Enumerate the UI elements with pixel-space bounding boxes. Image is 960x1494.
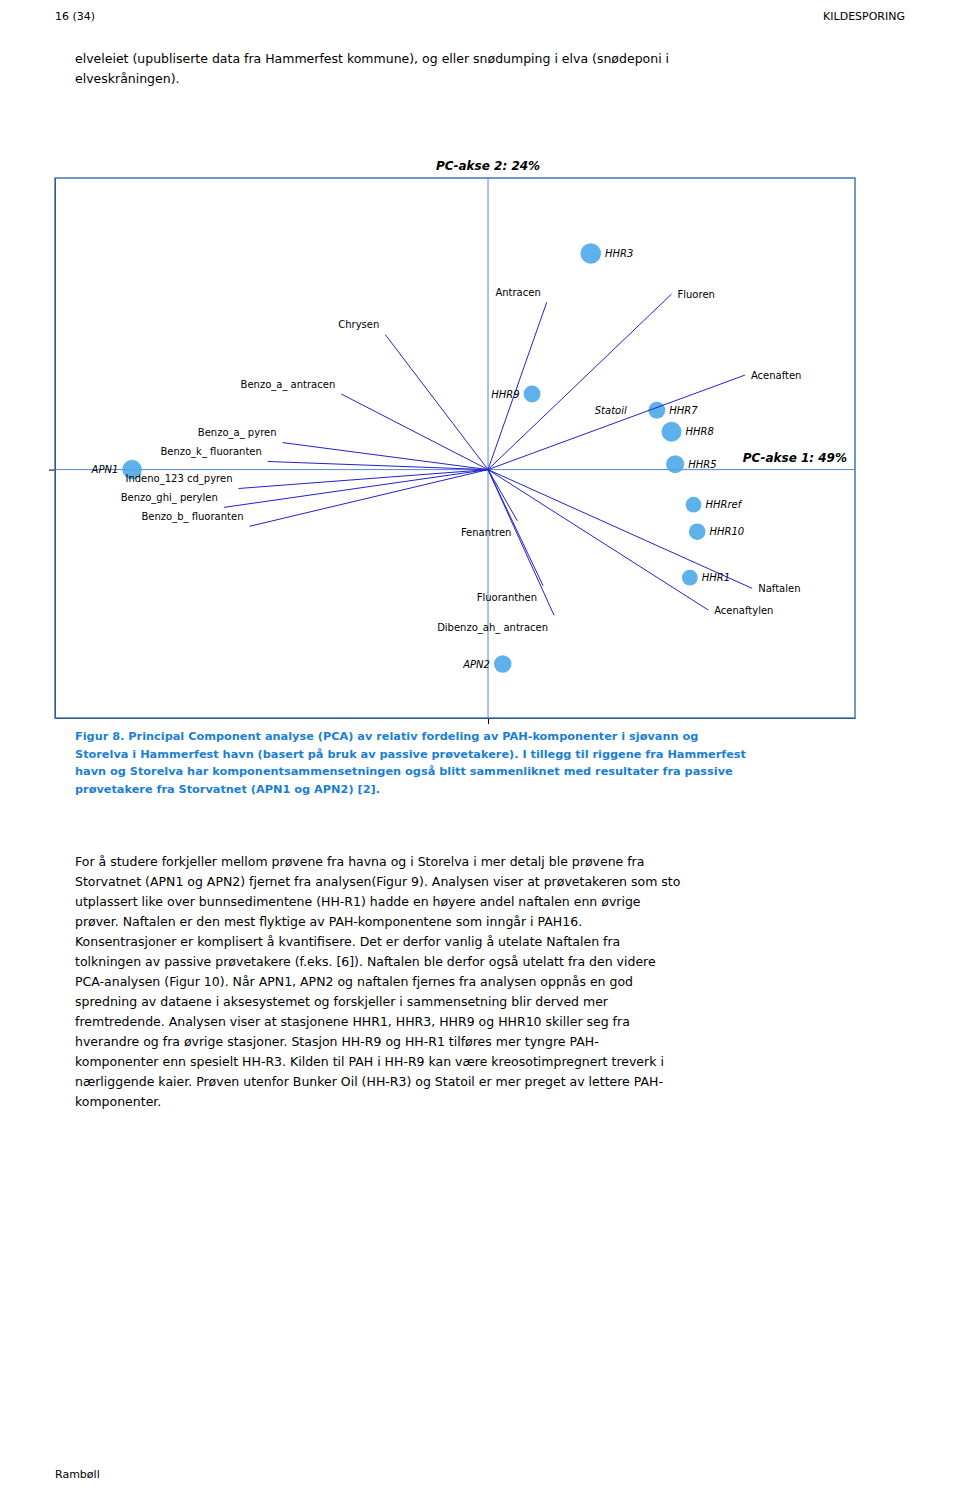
sample-label: HHR3 bbox=[605, 248, 633, 259]
loading-vector bbox=[249, 470, 488, 527]
vector-label: Antracen bbox=[495, 287, 540, 298]
page: 16 (34) KILDESPORING elveleiet (upublisert… bbox=[0, 0, 960, 1494]
loading-vector bbox=[238, 470, 488, 489]
grid-line-x bbox=[488, 178, 489, 718]
grid bbox=[55, 178, 855, 718]
loading-vector bbox=[488, 302, 547, 469]
sample-label: HHR9 bbox=[491, 389, 519, 400]
grid-line-y bbox=[55, 469, 855, 470]
vector-label: Benzo_k_ fluoranten bbox=[160, 446, 261, 458]
page-header-right: KILDESPORING bbox=[823, 10, 905, 23]
vector-label: Fenantren bbox=[461, 527, 511, 538]
vector-label: Indeno_123 cd_pyren bbox=[125, 473, 232, 485]
sample-label: HHR7 bbox=[669, 405, 698, 416]
vector-label: Acenaftylen bbox=[714, 605, 773, 616]
loading-vector bbox=[488, 470, 708, 610]
loading-vector bbox=[224, 470, 488, 508]
sample-point bbox=[682, 570, 698, 586]
vector-label: Benzo_ghi_ perylen bbox=[121, 492, 218, 504]
loading-vector bbox=[488, 470, 752, 589]
body-text: For å studere forkjeller mellom prøvene … bbox=[75, 854, 680, 1109]
intro-text: elveleiet (upubliserte data fra Hammerfe… bbox=[75, 51, 669, 85]
tick-mark bbox=[488, 718, 489, 724]
y-axis-title: PC-akse 2: 24% bbox=[436, 159, 540, 173]
sample-point bbox=[581, 243, 601, 263]
x-axis bbox=[56, 718, 856, 724]
vector-label: Acenaften bbox=[751, 370, 802, 381]
sample-label: HHR10 bbox=[710, 526, 745, 537]
sample-label: Statoil bbox=[595, 405, 627, 416]
tick bbox=[49, 470, 55, 471]
vector-label: Fluoranthen bbox=[477, 592, 537, 603]
tick-mark bbox=[49, 470, 55, 471]
sample-label: HHR8 bbox=[686, 426, 714, 437]
sample-point bbox=[524, 386, 541, 403]
footer: Rambøll bbox=[55, 1468, 100, 1481]
page-header-left: 16 (34) bbox=[55, 10, 95, 23]
plot-frame bbox=[55, 178, 855, 718]
sample-point bbox=[686, 497, 702, 513]
vector-label: Chrysen bbox=[338, 319, 379, 330]
marks bbox=[122, 243, 752, 672]
sample-point bbox=[662, 422, 682, 442]
tick bbox=[488, 718, 489, 724]
loading-vector bbox=[488, 375, 745, 470]
loading-vector bbox=[385, 335, 488, 470]
sample-label: APN2 bbox=[462, 659, 490, 670]
loading-vector bbox=[268, 462, 488, 470]
loading-vector bbox=[488, 470, 517, 521]
caption: Figur 8. Principal Component analyse (PC… bbox=[75, 730, 747, 796]
sample-label: HHR5 bbox=[688, 459, 716, 470]
vector-label: Benzo_a_ pyren bbox=[198, 427, 277, 439]
sample-label: APN1 bbox=[91, 464, 119, 475]
vector-label: Benzo_a_ antracen bbox=[241, 379, 336, 391]
vector-label: Naftalen bbox=[758, 583, 800, 594]
x-axis-title: PC-akse 1: 49% bbox=[743, 451, 847, 465]
sample-point bbox=[666, 455, 684, 473]
vector-label: Dibenzo_ah_ antracen bbox=[437, 622, 548, 634]
sample-label: HHRref bbox=[705, 499, 742, 510]
loading-vector bbox=[341, 394, 488, 470]
sample-label: HHR1 bbox=[702, 572, 730, 583]
vector-label: Benzo_b_ fluoranten bbox=[141, 511, 243, 523]
loading-vector bbox=[488, 294, 671, 470]
sample-point bbox=[689, 523, 706, 540]
sample-point bbox=[494, 655, 511, 672]
plot: HHR3 HHR7 HHR8 HHR5 HHRref HHR10 HHR1 APN1 APN2 H… bbox=[49, 159, 856, 724]
vector-label: Fluoren bbox=[678, 289, 715, 300]
labels: HHR3 HHR7 HHR8 HHR5 HHRref HHR10 HHR1 APN1 APN2 H… bbox=[91, 248, 802, 669]
